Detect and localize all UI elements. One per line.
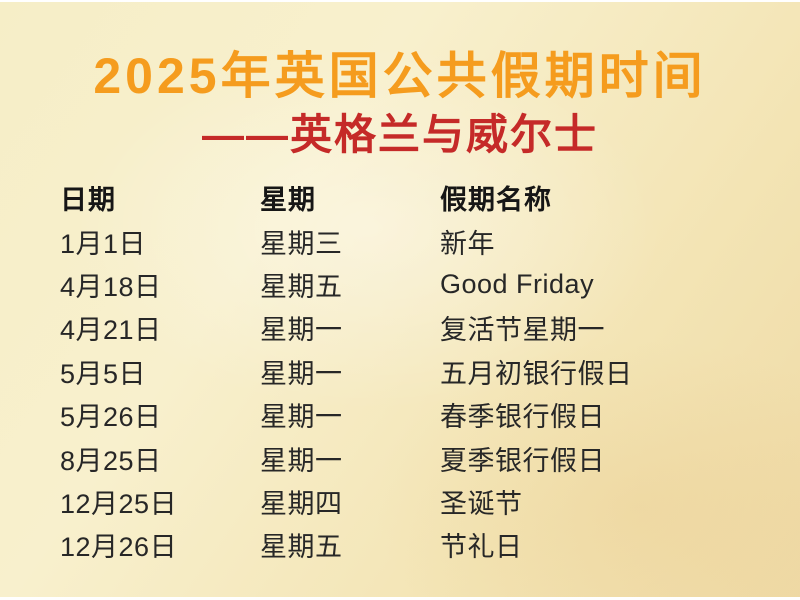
cell-holiday: 新年 — [440, 228, 495, 259]
cell-holiday: 节礼日 — [440, 532, 523, 563]
cell-weekday: 星期一 — [260, 402, 343, 433]
cell-weekday: 星期五 — [260, 271, 343, 302]
cell-weekday: 星期一 — [260, 315, 343, 346]
cell-weekday: 星期五 — [260, 532, 343, 563]
cell-holiday: Good Friday — [440, 268, 595, 299]
cell-weekday: 星期三 — [260, 228, 343, 259]
cell-date: 1月1日 — [60, 228, 147, 259]
cell-weekday: 星期一 — [260, 445, 343, 476]
poster-title: 2025年英国公共假期时间 — [93, 48, 707, 104]
cell-holiday: 春季银行假日 — [440, 402, 605, 433]
column-header-date: 日期 — [60, 185, 116, 216]
cell-date: 5月5日 — [60, 358, 147, 389]
poster-subtitle: ——英格兰与威尔士 — [201, 111, 598, 158]
cell-weekday: 星期一 — [260, 358, 343, 389]
cell-holiday: 夏季银行假日 — [440, 445, 605, 476]
cell-holiday: 五月初银行假日 — [440, 358, 633, 389]
cell-date: 4月18日 — [60, 271, 162, 302]
cell-holiday: 复活节星期一 — [440, 315, 605, 346]
cell-date: 12月26日 — [60, 532, 178, 563]
column-header-weekday: 星期 — [260, 185, 316, 216]
cell-date: 12月25日 — [60, 488, 178, 519]
cell-date: 4月21日 — [60, 315, 162, 346]
cell-holiday: 圣诞节 — [440, 488, 523, 519]
holiday-table: 日期 星期 假期名称 1月1日 星期三 新年 4月18日 星期五 Good Fr… — [60, 176, 772, 567]
cell-date: 5月26日 — [60, 402, 162, 433]
column-header-holiday: 假期名称 — [440, 185, 552, 216]
cell-weekday: 星期四 — [260, 488, 343, 519]
cell-date: 8月25日 — [60, 445, 162, 476]
